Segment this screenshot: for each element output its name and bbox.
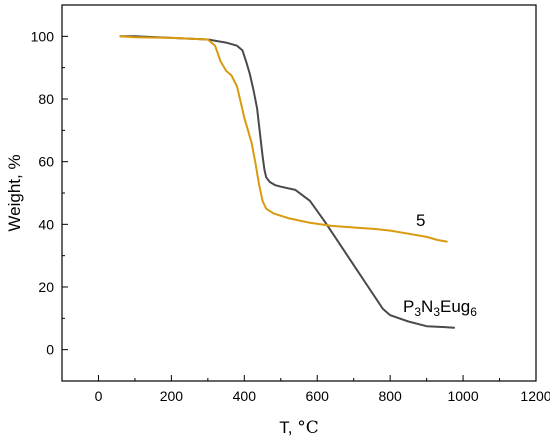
x-tick-label: 0: [95, 388, 103, 404]
x-tick-label: 1200: [520, 388, 550, 404]
x-tick-label: 600: [306, 388, 330, 404]
series-line-p3n3eug6: [119, 35, 455, 329]
y-tick-label: 60: [38, 154, 54, 170]
series-line-5: [119, 35, 448, 243]
series-lines: [119, 35, 455, 329]
y-tick-label: 20: [38, 279, 54, 295]
x-tick-label: 200: [160, 388, 184, 404]
y-tick-label: 100: [31, 28, 55, 44]
series-label-5: 5: [416, 211, 425, 230]
x-tick-label: 1000: [447, 388, 478, 404]
x-tick-label: 400: [233, 388, 257, 404]
y-tick-label: 80: [38, 91, 54, 107]
y-axis-title: Weight, %: [5, 154, 24, 231]
x-axis-unit: °C: [297, 418, 319, 438]
y-tick-label: 0: [46, 342, 54, 358]
x-tick-label: 800: [378, 388, 402, 404]
tick-group: 0 200 400 600 800 1000 1200 0 20 40 60 80 100: [31, 28, 550, 404]
series-label-p3n3eug6: P3N3Eug6: [403, 297, 477, 319]
y-tick-label: 40: [38, 216, 54, 232]
x-axis-title: T, °C: [279, 418, 318, 438]
